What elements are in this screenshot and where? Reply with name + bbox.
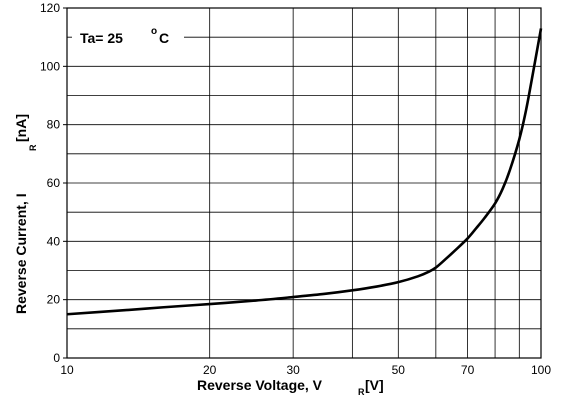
y-axis-title: Reverse Current, I: [13, 193, 29, 314]
y-tick-label-100: 100: [40, 59, 60, 73]
y-axis-title-unit: [nA]: [13, 114, 29, 142]
x-axis-title-subscript: R: [358, 387, 365, 397]
x-tick-label-30: 30: [286, 363, 300, 377]
annotation-box: [72, 25, 184, 49]
y-tick-label-60: 60: [47, 176, 61, 190]
x-tick-label-70: 70: [461, 363, 475, 377]
y-tick-label-80: 80: [47, 118, 61, 132]
x-tick-label-10: 10: [60, 363, 74, 377]
y-axis-title-subscript: R: [28, 144, 38, 151]
y-tick-label-20: 20: [47, 293, 61, 307]
x-tick-label-50: 50: [392, 363, 406, 377]
y-axis-title-group: Reverse Current, I R [nA]: [13, 114, 38, 314]
y-tick-label-40: 40: [47, 234, 61, 248]
annotation-unit: C: [159, 30, 169, 46]
x-axis-title-unit: [V]: [365, 377, 384, 393]
curve-layer: [66, 28, 543, 316]
y-tick-label-0: 0: [53, 351, 60, 365]
reverse-current-curve: [66, 28, 543, 316]
x-axis-title: Reverse Voltage, V: [197, 377, 323, 393]
x-tick-label-20: 20: [203, 363, 217, 377]
x-tick-label-100: 100: [531, 363, 551, 377]
chart-grid: [66, 7, 542, 359]
y-tick-label-120: 120: [40, 1, 60, 15]
annotation-label: Ta= 25: [80, 30, 123, 46]
annotation-degree: o: [151, 26, 157, 37]
x-tick-labels: 10 20 30 50 70 100: [60, 363, 551, 377]
y-tick-labels: 0 20 40 60 80 100 120: [40, 1, 67, 365]
